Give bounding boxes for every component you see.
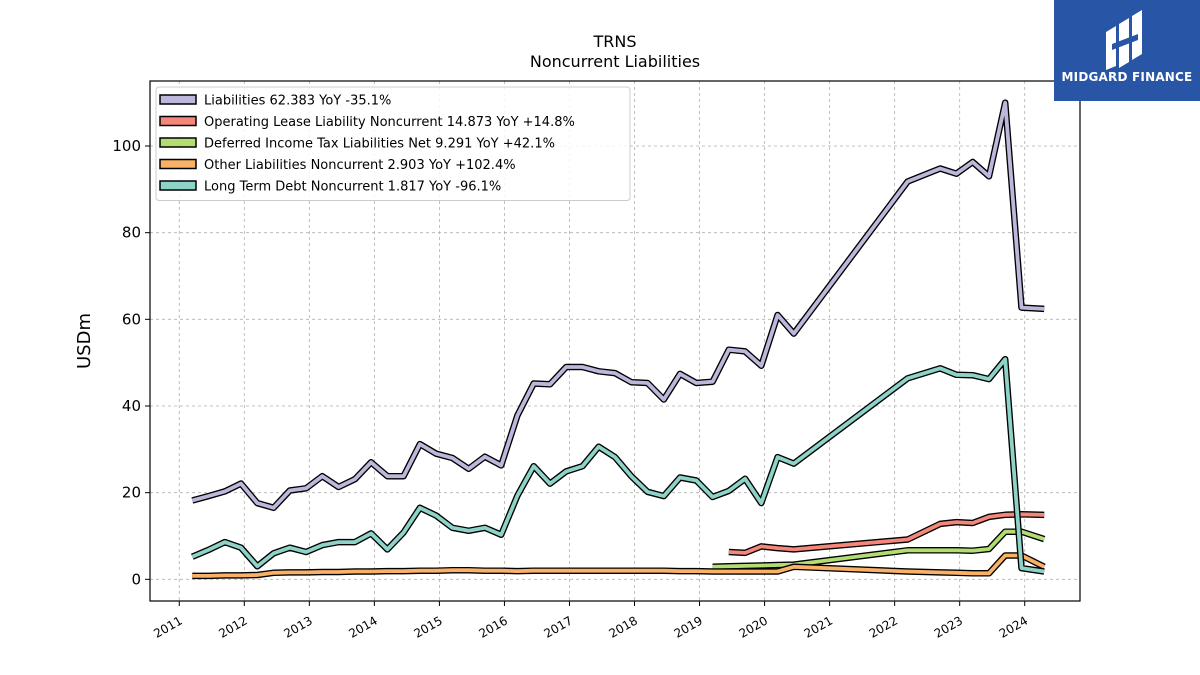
series-line	[728, 512, 1045, 555]
chart-subtitle: Noncurrent Liabilities	[530, 52, 700, 71]
y-tick-label: 100	[112, 137, 141, 155]
legend-label: Operating Lease Liability Noncurrent 14.…	[204, 115, 575, 130]
x-tick-label: 2017	[542, 613, 575, 640]
series-line	[191, 357, 1045, 574]
legend-item: Long Term Debt Noncurrent 1.817 YoY -96.…	[159, 180, 501, 195]
y-axis-label: USDm	[74, 313, 95, 369]
legend-swatch	[159, 180, 197, 191]
y-tick-label: 80	[122, 224, 141, 242]
x-tick-label: 2016	[476, 613, 509, 640]
series-line	[712, 529, 1045, 569]
series-outline	[191, 355, 1045, 575]
series-line	[192, 553, 1046, 578]
series-3	[192, 552, 1046, 580]
y-tick-label: 0	[131, 570, 141, 588]
series-layer	[191, 99, 1046, 580]
legend-swatch	[159, 137, 197, 148]
legend-label: Long Term Debt Noncurrent 1.817 YoY -96.…	[204, 180, 501, 195]
midgard-finance-logo: MIDGARD FINANCE	[1054, 0, 1200, 101]
x-tick-label: 2019	[672, 613, 705, 640]
x-tick-label: 2021	[802, 613, 835, 640]
y-tick-label: 20	[122, 484, 141, 502]
legend-item: Deferred Income Tax Liabilities Net 9.29…	[159, 137, 555, 152]
legend-item: Operating Lease Liability Noncurrent 14.…	[159, 115, 575, 130]
legend-swatch	[159, 94, 197, 105]
legend-label: Other Liabilities Noncurrent 2.903 YoY +…	[204, 158, 516, 173]
x-tick-label: 2011	[151, 613, 184, 640]
series-2	[712, 528, 1046, 571]
y-axis: 0 20 40 60 80 100	[112, 137, 150, 588]
x-tick-label: 2023	[932, 613, 965, 640]
logo-mark-icon	[1106, 10, 1142, 70]
x-tick-label: 2013	[281, 613, 314, 640]
legend-swatch	[159, 158, 197, 170]
legend: Liabilities 62.383 YoY -35.1% Operating L…	[155, 86, 631, 201]
legend-item: Other Liabilities Noncurrent 2.903 YoY +…	[159, 158, 516, 173]
x-tick-label: 2020	[737, 613, 770, 640]
legend-label: Liabilities 62.383 YoY -35.1%	[204, 94, 391, 109]
x-tick-label: 2024	[997, 613, 1030, 640]
legend-swatch	[159, 115, 197, 127]
legend-label: Deferred Income Tax Liabilities Net 9.29…	[204, 137, 555, 152]
x-tick-label: 2022	[867, 613, 900, 640]
series-1	[728, 511, 1045, 557]
plot-frame	[149, 80, 1081, 602]
series-0	[191, 99, 1045, 512]
legend-item: Liabilities 62.383 YoY -35.1%	[159, 94, 391, 109]
chart-title: TRNS	[592, 32, 636, 51]
x-tick-label: 2018	[607, 613, 640, 640]
series-line	[191, 100, 1045, 510]
y-tick-label: 40	[122, 397, 141, 415]
x-tick-label: 2015	[411, 613, 444, 640]
series-4	[191, 355, 1045, 575]
y-tick-label: 60	[122, 310, 141, 328]
x-tick-label: 2012	[216, 613, 249, 640]
x-tick-label: 2014	[346, 613, 379, 640]
logo-text: MIDGARD FINANCE	[1061, 70, 1193, 84]
x-axis: 2011 2012 2013 2014 2015 2016 2017 2018 2019 2020…	[151, 601, 1030, 641]
legend-box	[155, 86, 631, 201]
